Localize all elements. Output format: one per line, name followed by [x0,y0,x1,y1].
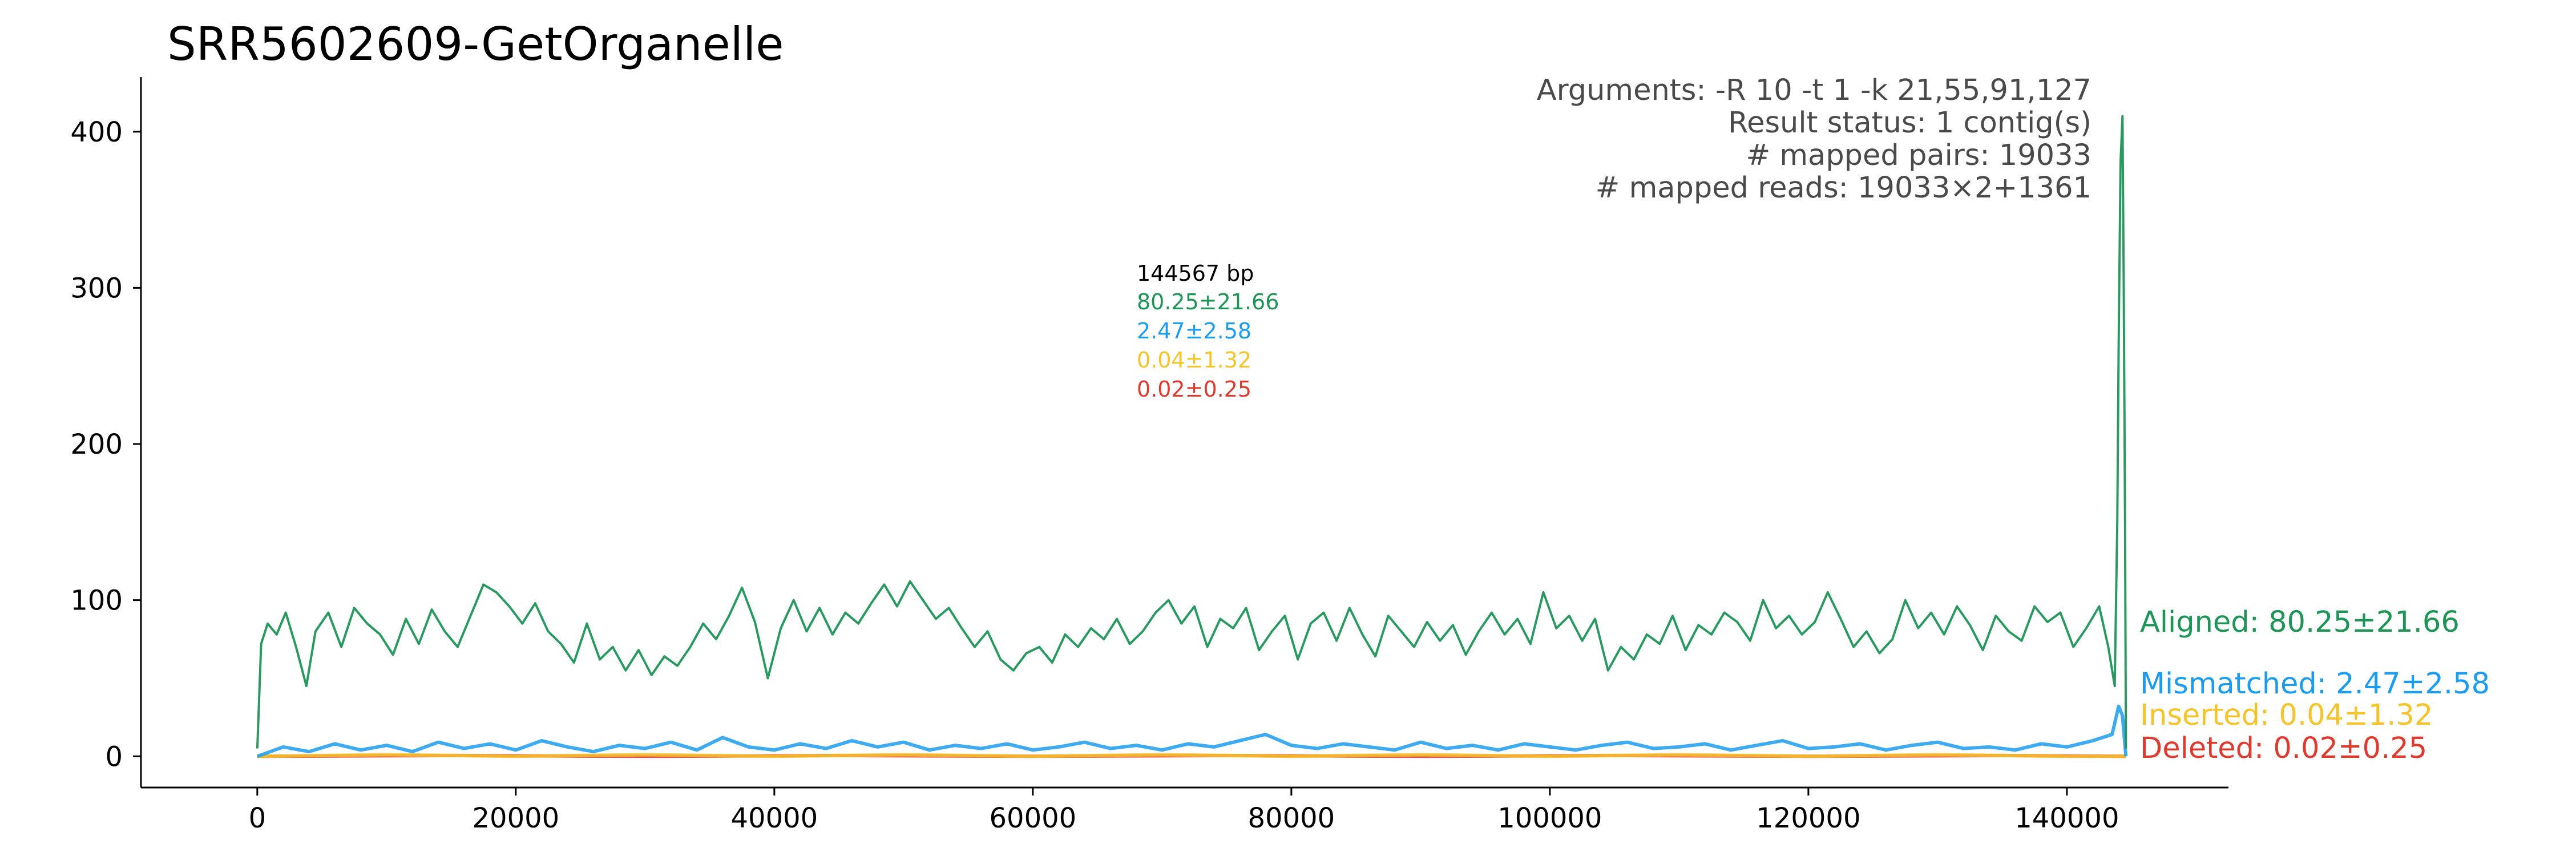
info-line: # mapped reads: 19033×2+1361 [1596,171,2092,205]
aligned-series [256,115,2127,749]
x-tick-label: 140000 [2014,802,2119,834]
y-tick-label: 300 [70,272,123,304]
x-tick-label: 60000 [990,802,1077,834]
arguments-info: Arguments: -R 10 -t 1 -k 21,55,91,127Res… [1537,74,2092,205]
x-tick-label: 120000 [1756,802,1860,834]
y-tick-label: 0 [105,741,123,773]
inserted-series [257,753,2126,758]
x-tick-label: 100000 [1497,802,1602,834]
length-label: 144567 bp [1137,261,1254,286]
axes: 0 20000 40000 60000 80000 100000 120000 140000 0… [70,77,2228,834]
summary-stats: 144567 bp 80.25±21.66 2.47±2.58 0.04±1.32 0.… [1137,261,1279,402]
info-line: Arguments: -R 10 -t 1 -k 21,55,91,127 [1537,74,2092,107]
info-line: Result status: 1 contig(s) [1728,106,2092,140]
x-tick-label: 0 [249,802,267,834]
y-tick-label: 100 [70,585,123,617]
info-line: # mapped pairs: 19033 [1746,139,2092,172]
label-inserted: Inserted: 0.04±1.32 [2140,698,2433,732]
label-deleted: Deleted: 0.02±0.25 [2140,732,2427,765]
y-tick-label: 200 [70,429,123,461]
stat-deleted: 0.02±0.25 [1137,377,1251,402]
mismatched-series [256,704,2128,758]
label-mismatched: Mismatched: 2.47±2.58 [2140,667,2490,701]
stat-aligned: 80.25±21.66 [1137,289,1279,314]
x-tick-label: 20000 [473,802,560,834]
y-tick-label: 400 [70,116,123,148]
label-aligned: Aligned: 80.25±21.66 [2140,605,2460,639]
series-labels: Aligned: 80.25±21.66 Mismatched: 2.47±2.5… [2140,605,2490,765]
stat-inserted: 0.04±1.32 [1137,348,1251,373]
stat-mismatched: 2.47±2.58 [1137,318,1251,344]
series-layer [256,115,2128,758]
x-tick-label: 80000 [1248,802,1335,834]
x-tick-label: 40000 [731,802,818,834]
chart-title: SRR5602609-GetOrganelle [167,18,784,71]
